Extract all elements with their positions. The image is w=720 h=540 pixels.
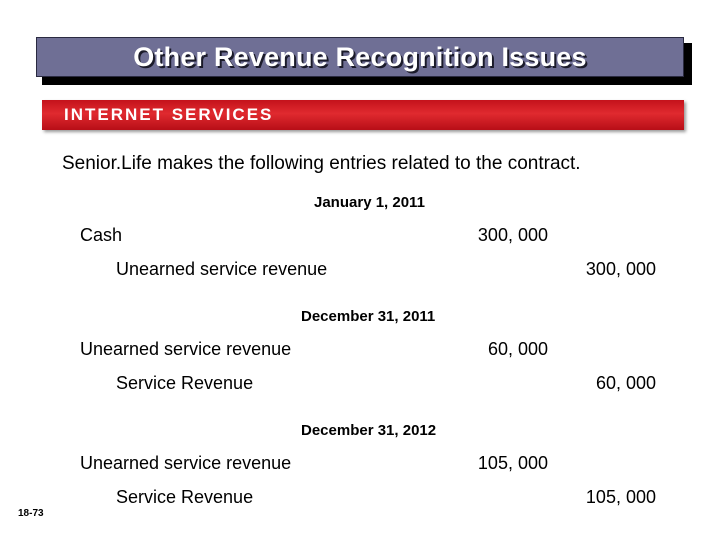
entry-date: December 31, 2011 bbox=[301, 308, 436, 325]
debit-amount: 105, 000 bbox=[477, 453, 548, 473]
entry-date: January 1, 2011 bbox=[314, 194, 425, 211]
debit-amount: 60, 000 bbox=[487, 339, 548, 359]
credit-amount: 105, 000 bbox=[585, 487, 656, 507]
slide-title: Other Revenue Recognition Issues bbox=[133, 41, 587, 72]
debit-account: Unearned service revenue bbox=[80, 339, 292, 359]
title-banner: Other Revenue Recognition Issues bbox=[36, 37, 684, 77]
credit-amount: 300, 000 bbox=[585, 259, 656, 279]
entry-date: December 31, 2012 bbox=[301, 422, 437, 439]
credit-account: Service Revenue bbox=[116, 373, 254, 393]
section-band: INTERNET SERVICES bbox=[42, 100, 684, 130]
debit-account: Unearned service revenue bbox=[80, 453, 292, 473]
intro-text: Senior.Life makes the following entries … bbox=[62, 153, 581, 174]
section-label: INTERNET SERVICES bbox=[64, 105, 274, 124]
credit-amount: 60, 000 bbox=[595, 373, 656, 393]
credit-account: Unearned service revenue bbox=[116, 259, 328, 279]
credit-account: Service Revenue bbox=[116, 487, 254, 507]
debit-amount: 300, 000 bbox=[477, 225, 548, 245]
debit-account: Cash bbox=[80, 225, 123, 245]
slide-number: 18-73 bbox=[18, 508, 44, 519]
